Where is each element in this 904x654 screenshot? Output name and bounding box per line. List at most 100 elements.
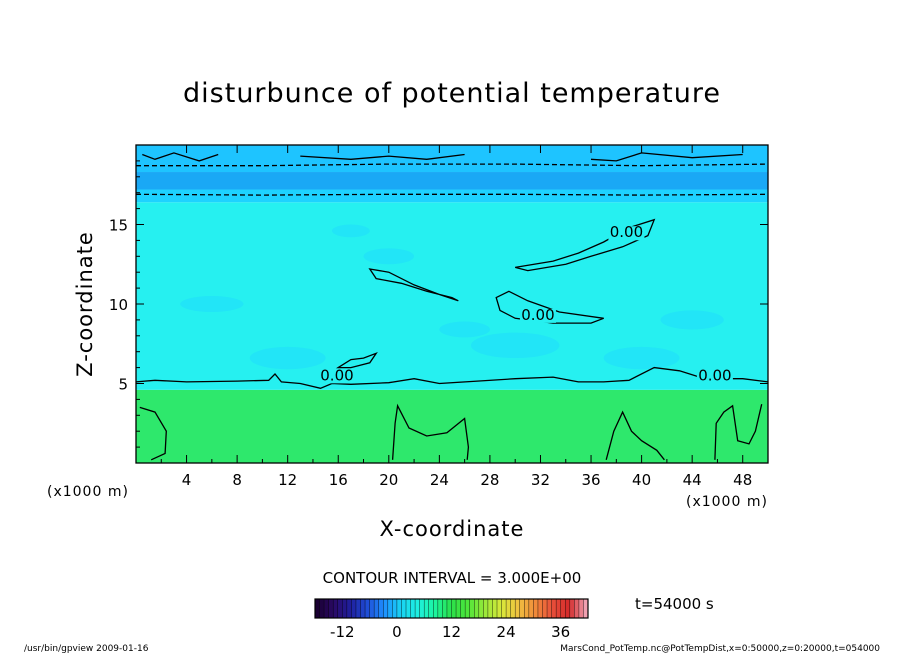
- colorbar-cell-21: [410, 599, 416, 618]
- colorbar-cell-56: [569, 599, 575, 618]
- contour-zero-lower: [135, 366, 769, 389]
- time-label: t=54000 s: [635, 595, 714, 613]
- y-axis-ticks: 5 10 15: [109, 160, 768, 448]
- field-patch-1: [470, 332, 560, 359]
- colorbar-cell-12: [369, 599, 375, 618]
- colorbar-cell-33: [465, 599, 470, 618]
- colorbar-cell-48: [533, 599, 539, 618]
- colorbar-cell-45: [519, 599, 525, 618]
- colorbar-cell-4: [333, 599, 339, 618]
- colorbar-cell-16: [387, 599, 393, 618]
- colorbar-cell-47: [528, 599, 534, 618]
- colorbar-cell-25: [428, 599, 434, 618]
- field-band-4: [136, 145, 768, 173]
- field-patch-6: [439, 321, 490, 338]
- contour-bottom-far: [714, 404, 763, 460]
- contour-label-bg-2: [608, 226, 645, 241]
- colorbar-cell-59: [583, 599, 589, 618]
- colorbar: [314, 598, 589, 619]
- contour-label-1: 0.00: [521, 306, 554, 324]
- colorbar-tick-label-3: 24: [497, 623, 516, 641]
- colorbar-cell-55: [565, 599, 571, 618]
- x-tick-label-10: 44: [683, 471, 702, 489]
- colorbar-cell-27: [437, 599, 443, 618]
- x-tick-label-6: 28: [480, 471, 499, 489]
- x-tick-label-3: 16: [329, 471, 348, 489]
- colorbar-cell-9: [355, 599, 361, 618]
- contour-bottom-right: [605, 410, 665, 461]
- colorbar-cell-44: [515, 599, 521, 618]
- colorbar-cell-24: [424, 599, 430, 618]
- field-patch-7: [331, 224, 370, 238]
- x-tick-label-4: 20: [379, 471, 398, 489]
- colorbar-tick-label-4: 36: [551, 623, 570, 641]
- colorbar-cell-35: [474, 599, 480, 618]
- x-axis-title: X-coordinate: [380, 517, 525, 541]
- colorbar-cell-41: [501, 599, 507, 618]
- colorbar-tick-label-2: 12: [442, 623, 461, 641]
- colorbar-tick-label-1: 0: [392, 623, 402, 641]
- contour-label-0: 0.00: [320, 366, 353, 384]
- colorbar-cell-19: [401, 599, 407, 618]
- y-unit-label: (x1000 m): [47, 484, 129, 500]
- colorbar-cell-1: [319, 599, 325, 618]
- contour-label-bg-1: [519, 308, 556, 323]
- colorbar-cell-2: [324, 599, 329, 618]
- colorbar-cell-32: [460, 599, 466, 618]
- contour-interval-label: CONTOUR INTERVAL = 3.000E+00: [323, 569, 582, 587]
- footer-right: MarsCond_PotTemp.nc@PotTempDist,x=0:5000…: [560, 644, 880, 654]
- colorbar-cell-39: [492, 599, 498, 618]
- footer-left: /usr/bin/gpview 2009-01-16: [24, 644, 149, 654]
- contour-label-bg-0: [318, 369, 355, 384]
- chart-title: disturbunce of potential temperature: [183, 78, 721, 109]
- field-patch-5: [660, 310, 724, 330]
- x-tick-label-11: 48: [733, 471, 752, 489]
- colorbar-frame: [314, 598, 589, 619]
- field-patch-0: [249, 346, 326, 370]
- colorbar-cell-54: [560, 599, 566, 618]
- contour-labels: 0.00 0.00 0.00 0.00: [318, 223, 733, 384]
- contour-island-d: [335, 351, 378, 369]
- colorbar-cell-17: [392, 599, 398, 618]
- colorbar-cell-23: [419, 599, 425, 618]
- colorbar-cell-34: [469, 599, 475, 618]
- contour-bottom-left: [139, 406, 167, 461]
- x-tick-label-8: 36: [581, 471, 600, 489]
- x-axis-ticks: 4 8 12 16 20 24 28 32 36 40 44 48: [160, 145, 752, 489]
- colorbar-cell-22: [415, 599, 420, 618]
- colorbar-cell-49: [537, 599, 543, 618]
- contour-dashed-lower: [135, 193, 769, 196]
- colorbar-cell-26: [433, 599, 439, 618]
- colorbar-cell-15: [383, 599, 389, 618]
- colorbar-cell-8: [351, 599, 357, 618]
- colorbar-cell-42: [506, 599, 511, 618]
- field-patch-3: [180, 296, 244, 312]
- x-tick-label-7: 32: [531, 471, 550, 489]
- contour-top-left: [142, 152, 219, 162]
- contour-island-b: [495, 290, 604, 324]
- contour-bottom-mid: [391, 403, 470, 460]
- y-tick-label-2: 15: [109, 217, 128, 235]
- x-tick-label-1: 8: [232, 471, 242, 489]
- field-band-3: [136, 172, 768, 190]
- colorbar-cell-38: [487, 599, 493, 618]
- colorbar-cell-7: [346, 599, 352, 618]
- x-tick-label-9: 40: [632, 471, 651, 489]
- x-tick-label-2: 12: [278, 471, 297, 489]
- colorbar-cell-18: [396, 599, 402, 618]
- colorbar-cell-14: [378, 599, 384, 618]
- y-tick-label-1: 10: [109, 296, 128, 314]
- colorbar-cell-6: [342, 599, 348, 618]
- colorbar-cell-36: [478, 599, 484, 618]
- colorbar-tick-labels: -12 0 12 24 36: [330, 623, 570, 641]
- contour-top-mid: [300, 153, 465, 160]
- contour-label-bg-3: [696, 369, 733, 384]
- colorbar-cell-40: [497, 599, 502, 618]
- colorbar-cell-43: [510, 599, 516, 618]
- field-band-2: [136, 189, 768, 203]
- contour-label-2: 0.00: [610, 223, 643, 241]
- contour-lines: [135, 152, 769, 461]
- colorbar-cell-28: [442, 599, 448, 618]
- field-patch-4: [363, 248, 415, 265]
